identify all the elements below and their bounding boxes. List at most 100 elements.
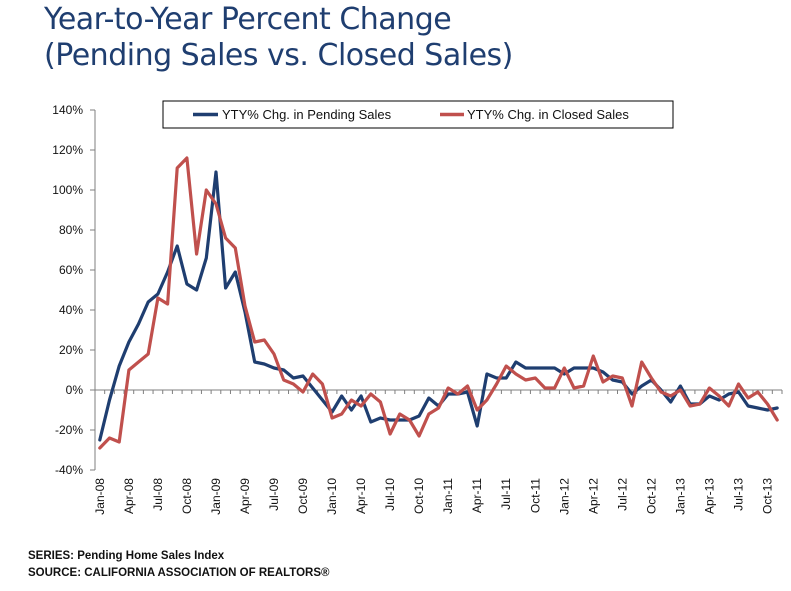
data-point [515,361,517,363]
data-point [699,403,701,405]
data-point [602,381,604,383]
x-tick-label: Jan-12 [557,478,571,515]
x-tick-label: Jul-09 [267,478,281,511]
data-point [428,397,430,399]
data-point [757,391,759,393]
data-point [360,395,362,397]
data-point [592,367,595,369]
data-point [515,373,517,375]
series-note: SERIES: Pending Home Sales Index [28,550,225,562]
source-note: SOURCE: CALIFORNIA ASSOCIATION OF REALTO… [28,567,330,579]
series-line [98,156,779,450]
data-point [399,419,401,421]
y-tick-label: 80% [59,223,83,237]
data-point [428,413,430,415]
x-axis-ticks: Jan-08 Apr-08 Jul-08 Oct-08 Jan-09 Apr-09 Jul-… [93,390,783,515]
data-point [186,157,188,159]
data-point [176,167,178,169]
data-point [137,361,140,363]
data-point [466,391,469,393]
y-tick-label: -40% [55,463,83,477]
chart-title-line-1: Year-to-Year Percent Change [44,2,452,37]
data-point [331,417,333,419]
data-point [389,433,391,435]
data-point [737,391,740,393]
data-point [263,339,266,341]
chart-title: Year-to-Year Percent Change (Pending Sal… [44,2,513,74]
data-point [108,437,111,439]
data-point [234,247,237,249]
data-point [640,361,643,363]
data-point [311,387,314,389]
data-point [582,367,585,369]
x-tick-label: Jan-08 [93,478,107,515]
legend-label-closed: YTY% Chg. in Closed Sales [467,107,629,122]
series-closed-sales [98,156,779,450]
data-point [99,447,101,449]
data-point [370,421,372,423]
data-point [679,385,682,387]
data-point [776,407,778,409]
series-pending-sales [98,170,779,442]
data-point [379,401,382,403]
data-point [669,401,672,403]
data-point [224,287,227,289]
data-point [186,283,188,285]
y-axis-ticks: -40% -20% 0% 20% 40% 60% 80% 100% 120% 140% [52,103,95,477]
data-point [737,383,740,385]
data-point [137,323,140,325]
data-point [340,413,343,415]
data-point [766,409,769,411]
data-point [195,253,198,255]
data-point [631,393,633,395]
x-tick-label: Jan-11 [441,478,455,514]
data-point [553,367,556,369]
data-point [224,237,227,239]
data-point [350,409,353,411]
x-tick-label: Oct-08 [180,478,194,514]
x-tick-label: Oct-11 [528,478,542,513]
data-point [311,373,314,375]
data-point [205,189,208,191]
data-point [282,379,285,381]
y-tick-label: 100% [52,183,83,197]
data-point [157,293,159,295]
x-tick-label: Jul-08 [151,478,165,511]
data-point [640,385,643,387]
data-point [447,387,450,389]
data-point [244,305,246,307]
data-point [166,271,169,273]
x-tick-label: Oct-09 [296,478,310,514]
data-point [302,391,304,393]
chart-legend: YTY% Chg. in Pending Sales YTY% Chg. in … [162,100,674,129]
data-point [728,393,730,395]
data-point [350,399,353,401]
data-point [766,403,769,405]
data-point [273,367,275,369]
x-tick-label: Apr-12 [586,478,600,514]
data-point [215,203,217,205]
data-point [660,391,662,393]
data-point [495,383,498,385]
x-tick-label: Jul-13 [731,478,745,511]
data-point [524,367,527,369]
data-point [486,373,488,375]
data-point [292,377,295,379]
data-point [524,379,527,381]
x-tick-label: Oct-13 [760,478,774,514]
x-tick-label: Oct-12 [644,478,658,514]
data-point [457,393,459,395]
data-point [370,393,372,395]
data-point [708,395,711,397]
x-tick-label: Apr-13 [702,478,716,514]
data-point [99,439,101,441]
y-tick-label: 0% [66,383,84,397]
data-point [418,415,420,417]
data-point [108,399,111,401]
x-tick-label: Jul-10 [383,478,397,511]
y-tick-label: 40% [59,303,83,317]
x-tick-label: Oct-10 [412,478,426,514]
data-point [621,377,624,379]
data-point [253,341,256,343]
